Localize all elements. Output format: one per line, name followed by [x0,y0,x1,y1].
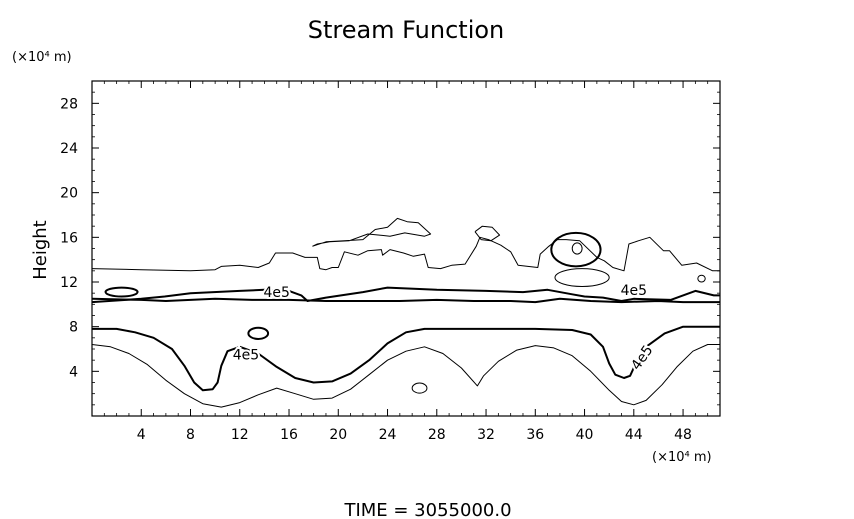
x-tick-label: 40 [576,427,594,443]
y-tick-label: 16 [60,230,78,246]
y-tick-label: 4 [69,364,78,380]
x-tick-label: 44 [625,427,643,443]
contour-line-mid-thick-b [91,297,720,304]
plot-frame [91,80,721,417]
contour-line-upper-thin-c [474,225,501,242]
contour-value-label: 4e5 [263,285,289,301]
x-tick-label: 12 [231,427,249,443]
contour-line-upper-thin [91,236,720,272]
x-tick-label: 28 [428,427,446,443]
closed-contour-cell-40-thick [550,231,602,268]
x-tick-label: 32 [477,427,495,443]
closed-contour-cell-27 [411,382,428,394]
x-tick-label: 48 [674,427,692,443]
closed-contour-cell-3 [104,286,139,298]
contour-line-upper-thin-b [312,217,432,247]
x-tick-label: 8 [186,427,195,443]
x-tick-label: 20 [329,427,347,443]
y-tick-label: 28 [60,96,78,112]
contour-line-lower-thick [92,325,720,392]
y-tick-label: 12 [60,275,78,291]
x-tick-label: 16 [280,427,298,443]
y-unit-label: (×10⁴ m) [12,50,72,65]
x-unit-label: (×10⁴ m) [652,450,712,465]
x-tick-label: 24 [379,427,397,443]
y-axis-ticks: 4 8 12 16 20 24 28 [60,91,720,406]
closed-contour-cell-40-inner [571,242,583,255]
x-axis-ticks: 4 8 12 16 20 24 28 32 36 40 44 48 [103,81,709,443]
y-tick-label: 20 [60,186,78,202]
plot-area [91,217,720,408]
x-tick-label: 4 [137,427,146,443]
x-tick-label: 36 [526,427,544,443]
closed-contour-cell-49 [697,274,706,283]
closed-contour-cell-13-thick [247,326,270,340]
contour-line-mid-thick [91,286,720,304]
y-tick-label: 24 [60,141,78,157]
y-tick-label: 8 [69,320,78,336]
contour-line-lower-thin [91,344,720,408]
chart-title: Stream Function [308,16,505,44]
y-axis-label: Height [30,220,51,280]
contour-value-label: 4e5 [233,348,259,364]
closed-contour-cell-40-lower [554,268,610,287]
time-footer: TIME = 3055000.0 [343,500,511,519]
contour-value-label: 4e5 [621,283,647,299]
